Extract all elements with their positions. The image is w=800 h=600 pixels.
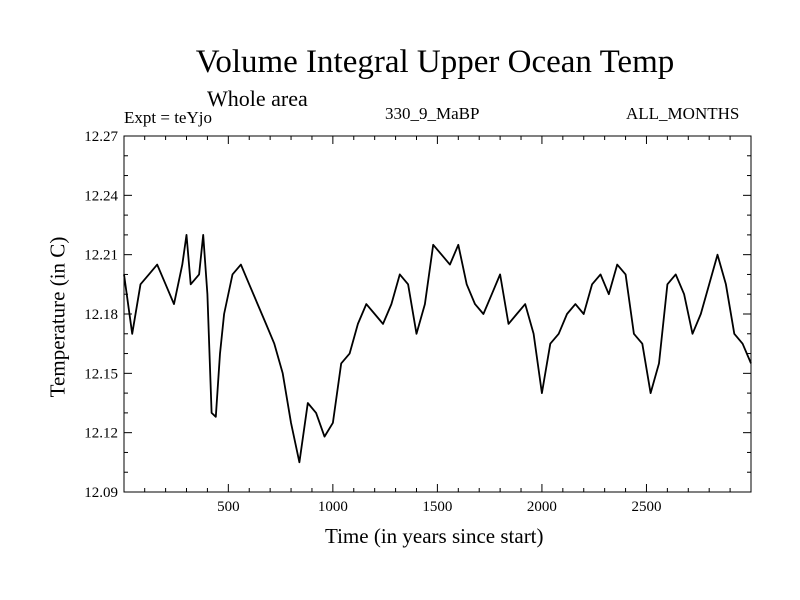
y-tick-label: 12.15 [84, 366, 118, 382]
y-tick-label: 12.24 [84, 188, 118, 204]
x-tick-label: 2000 [527, 499, 557, 515]
x-tick-label: 1000 [318, 499, 348, 515]
x-tick-label: 500 [217, 499, 240, 515]
y-tick-label: 12.18 [84, 307, 118, 323]
x-tick-label: 2500 [631, 499, 661, 515]
run-label: 330_9_MaBP [385, 104, 480, 123]
y-tick-label: 12.09 [84, 485, 118, 501]
experiment-label: Expt = teYjo [124, 108, 212, 127]
chart-subtitle: Whole area [207, 86, 308, 111]
x-tick-label: 1500 [422, 499, 452, 515]
y-tick-label: 12.27 [84, 129, 118, 145]
y-tick-label: 12.12 [84, 426, 118, 442]
chart-title: Volume Integral Upper Ocean Temp [195, 44, 675, 80]
y-tick-label: 12.21 [84, 248, 118, 264]
plot-frame [123, 135, 752, 493]
series-line [123, 233, 752, 464]
period-label: ALL_MONTHS [626, 104, 740, 123]
x-axis-label: Time (in years since start) [325, 524, 544, 548]
